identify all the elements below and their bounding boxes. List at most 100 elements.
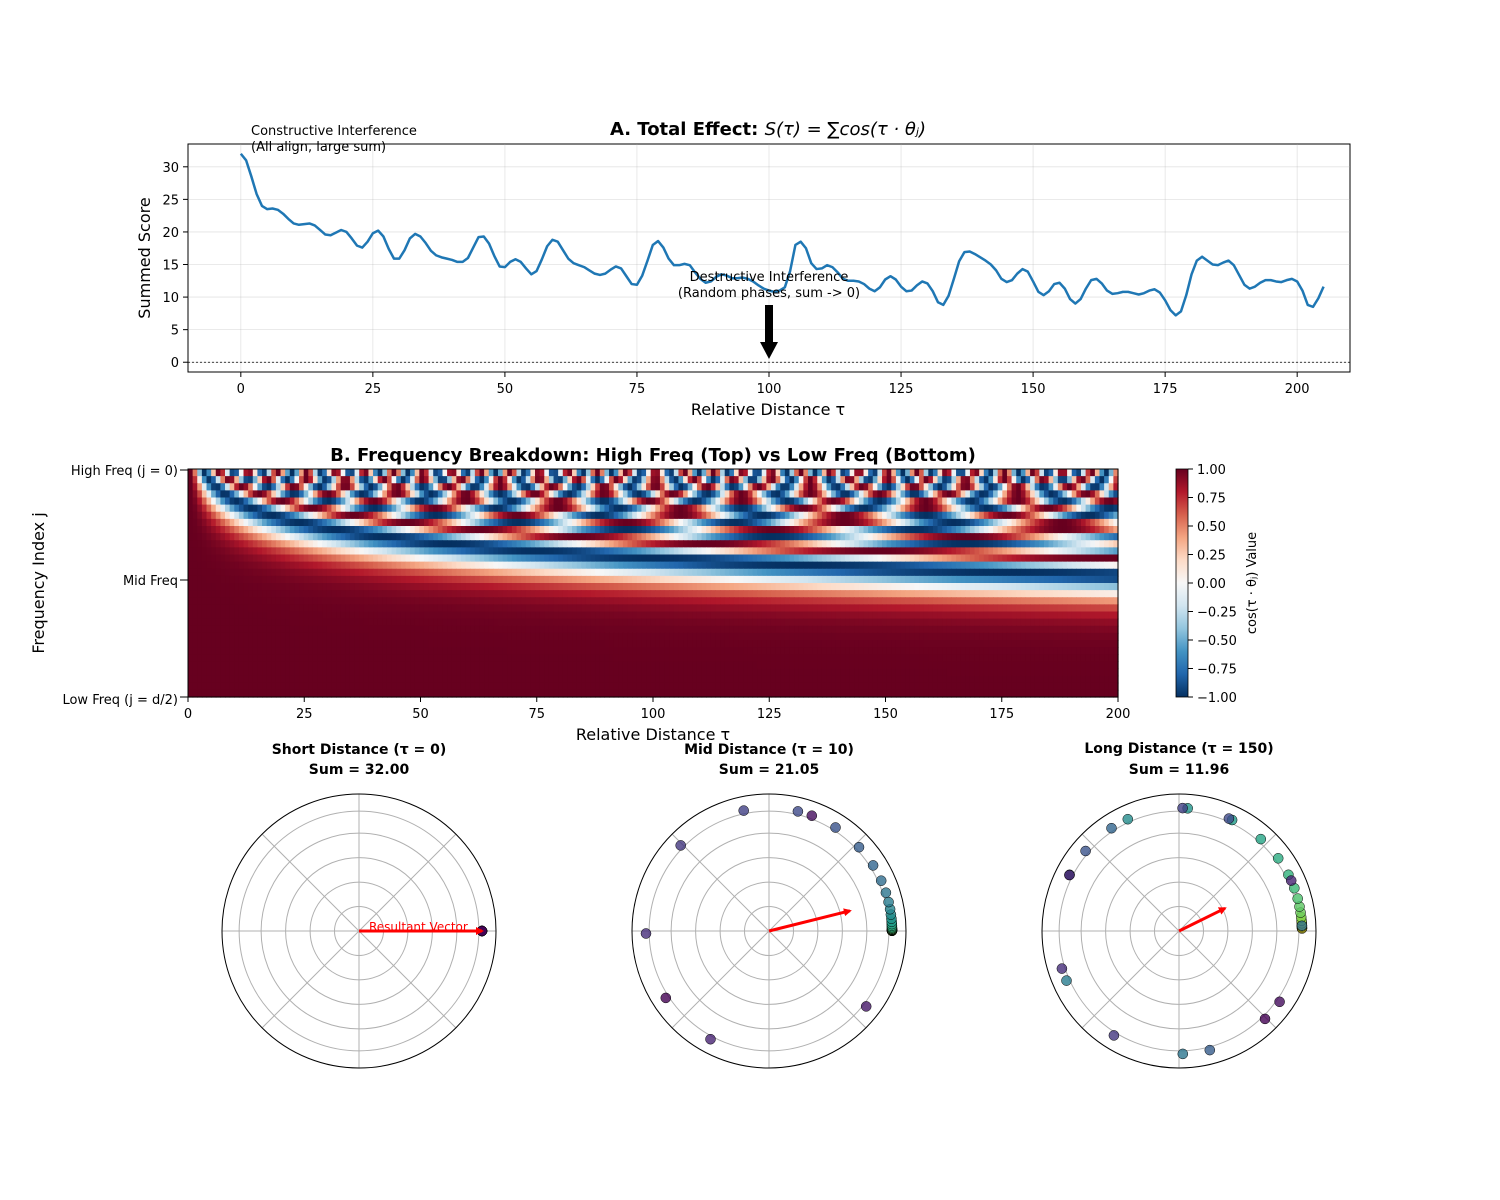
heatmap-cell: [229, 518, 235, 527]
heatmap-cell: [465, 640, 471, 648]
heatmap-cell: [812, 604, 818, 613]
heatmap-cell: [965, 518, 971, 527]
heatmap-cell: [1030, 575, 1036, 584]
heatmap-cell: [895, 597, 902, 605]
heatmap-cell: [914, 511, 920, 520]
heatmap-cell: [539, 568, 545, 577]
heatmap-cell: [530, 604, 536, 613]
heatmap-cell: [969, 490, 976, 499]
heatmap-cell: [280, 518, 286, 527]
heatmap-cell: [456, 604, 462, 613]
heatmap-cell: [581, 511, 587, 520]
heatmap-cell: [442, 540, 448, 548]
heatmap-cell: [599, 526, 606, 534]
heatmap-cell: [960, 583, 966, 591]
heatmap-cell: [983, 583, 990, 591]
heatmap-cell: [678, 540, 684, 548]
heatmap-cell: [359, 490, 365, 499]
heatmap-cell: [234, 583, 240, 591]
heatmap-cell: [604, 625, 610, 634]
heatmap-cell: [368, 497, 374, 506]
heatmap-cell: [1048, 476, 1054, 484]
heatmap-cell: [525, 533, 531, 541]
heatmap-cell: [326, 504, 333, 513]
heatmap-cell: [1094, 497, 1101, 506]
heatmap-cell: [808, 590, 814, 598]
heatmap-cell: [655, 554, 661, 563]
heatmap-cell: [650, 611, 656, 620]
heatmap-cell: [733, 476, 740, 484]
heatmap-cell: [336, 640, 342, 648]
heatmap-cell: [812, 625, 818, 634]
heatmap-cell: [919, 561, 925, 570]
heatmap-cell: [683, 611, 689, 620]
heatmap-cell: [206, 625, 212, 634]
heatmap-cell: [405, 640, 411, 648]
heatmap-cell: [340, 533, 346, 541]
heatmap-cell: [271, 490, 277, 499]
heatmap-cell: [1062, 575, 1068, 584]
heatmap-cell: [632, 476, 638, 484]
heatmap-cell: [761, 540, 767, 548]
heatmap-cell: [951, 547, 957, 556]
heatmap-cell: [373, 490, 379, 499]
heatmap-cell: [956, 533, 962, 541]
heatmap-cell: [1039, 469, 1045, 477]
heatmap-cell: [937, 561, 943, 570]
heatmap-cell: [544, 540, 550, 548]
heatmap-cell: [1030, 483, 1036, 491]
heatmap-cell: [993, 547, 999, 556]
heatmap-cell: [632, 511, 638, 520]
heatmap-cell: [1067, 533, 1073, 541]
heatmap-cell: [548, 483, 555, 491]
heatmap-cell: [262, 618, 268, 627]
heatmap-cell: [456, 469, 462, 477]
heatmap-cell: [946, 575, 953, 584]
heatmap-cell: [1071, 526, 1077, 534]
heatmap-cell: [965, 554, 971, 563]
heatmap-cell: [294, 640, 300, 648]
heatmap-cell: [766, 590, 772, 598]
heatmap-cell: [211, 618, 217, 627]
heatmap-cell: [373, 540, 379, 548]
heatmap-cell: [1085, 540, 1091, 548]
heatmap-cell: [882, 611, 888, 620]
heatmap-cell: [821, 483, 828, 491]
heatmap-cell: [465, 497, 471, 506]
heatmap-cell: [382, 547, 388, 556]
heatmap-cell: [946, 583, 953, 591]
panel-a-title: A. Total Effect: S(τ) = ∑cos(τ · θⱼ): [610, 119, 926, 140]
heatmap-cell: [391, 625, 397, 634]
heatmap-cell: [618, 533, 624, 541]
heatmap-cell: [525, 490, 531, 499]
heatmap-cell: [414, 518, 420, 527]
heatmap-cell: [997, 554, 1003, 563]
heatmap-cell: [405, 611, 411, 620]
heatmap-cell: [683, 583, 689, 591]
heatmap-cell: [433, 640, 439, 648]
heatmap-cell: [243, 632, 249, 641]
heatmap-cell: [808, 618, 814, 627]
heatmap-cell: [465, 561, 471, 570]
heatmap-cell: [849, 590, 855, 598]
heatmap-cell: [234, 547, 240, 556]
heatmap-cell: [530, 640, 536, 648]
heatmap-cell: [1053, 597, 1059, 605]
heatmap-cell: [817, 597, 823, 605]
heatmap-cell: [979, 469, 985, 477]
heatmap-cell: [979, 597, 985, 605]
heatmap-cell: [377, 561, 383, 570]
heatmap-cell: [784, 518, 791, 527]
heatmap-cell: [410, 504, 416, 513]
heatmap-cell: [752, 476, 758, 484]
heatmap-cell: [678, 504, 684, 513]
heatmap-cell: [1076, 518, 1082, 527]
heatmap-cell: [895, 632, 902, 641]
heatmap-cell: [493, 554, 499, 563]
heatmap-cell: [613, 483, 619, 491]
heatmap-cell: [530, 490, 536, 499]
heatmap-cell: [354, 604, 360, 613]
heatmap-cell: [1043, 497, 1050, 506]
heatmap-cell: [299, 554, 305, 563]
heatmap-cell: [419, 618, 425, 627]
